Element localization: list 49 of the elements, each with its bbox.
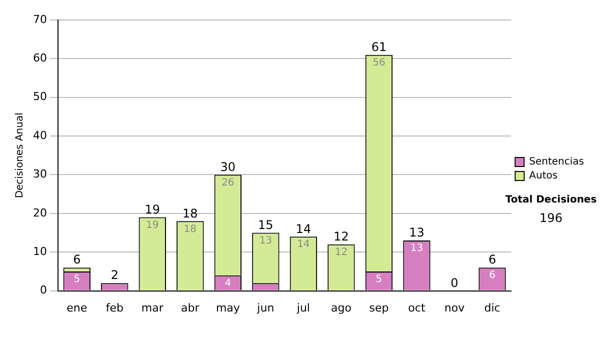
data-label: 4 <box>224 278 232 289</box>
y-tick-label: 50 <box>32 90 47 104</box>
y-axis-title: Decisiones Anual <box>14 112 26 198</box>
x-tick-label: mar <box>141 301 164 314</box>
total-label: 13 <box>409 226 424 240</box>
x-tick-label: ene <box>66 301 88 314</box>
data-label: 5 <box>74 274 80 286</box>
y-tick-label: 60 <box>32 52 47 65</box>
annotation: Total Decisiones <box>505 194 597 206</box>
total-label: 18 <box>182 206 198 220</box>
total-label: 14 <box>296 222 312 236</box>
total-label: 2 <box>110 268 118 282</box>
total-label: 6 <box>73 252 81 267</box>
data-label: 6 <box>489 270 496 282</box>
data-label: 14 <box>297 239 310 250</box>
data-label: 13 <box>259 235 272 246</box>
y-tick-label: 20 <box>32 206 47 220</box>
total-label: 61 <box>371 40 387 54</box>
data-label: 5 <box>376 274 382 286</box>
x-tick-label: dic <box>484 301 500 314</box>
x-tick-label: jun <box>256 301 274 314</box>
data-label: 18 <box>184 224 197 235</box>
total-label: 30 <box>220 160 236 174</box>
x-tick-label: feb <box>106 301 124 314</box>
y-tick-label: 10 <box>32 244 47 258</box>
data-label: 19 <box>146 220 159 231</box>
x-tick-label: abr <box>181 301 200 314</box>
data-label: 26 <box>222 177 234 188</box>
x-tick-label: jul <box>296 301 310 314</box>
data-label: 56 <box>372 57 386 68</box>
total-label: 15 <box>258 218 274 232</box>
y-tick-label: 70 <box>32 12 47 26</box>
x-tick-label: sep <box>369 301 389 314</box>
legend-label: Sentencias <box>529 156 584 168</box>
x-tick-label: oct <box>408 301 426 314</box>
x-tick-label: may <box>216 301 240 314</box>
total-label: 6 <box>488 252 496 267</box>
total-label: 0 <box>450 276 458 290</box>
total-label: 12 <box>334 230 349 244</box>
total-label: 19 <box>144 202 160 216</box>
x-tick-label: ago <box>330 301 352 314</box>
legend-label: Autos <box>529 170 558 182</box>
y-tick-label: 30 <box>32 168 47 181</box>
data-label: 12 <box>334 246 348 258</box>
y-tick-label: 0 <box>40 284 47 297</box>
y-tick-label: 40 <box>32 128 47 142</box>
x-tick-label: nov <box>444 301 466 314</box>
data-label: 13 <box>410 243 424 254</box>
text: 196 <box>540 211 562 226</box>
